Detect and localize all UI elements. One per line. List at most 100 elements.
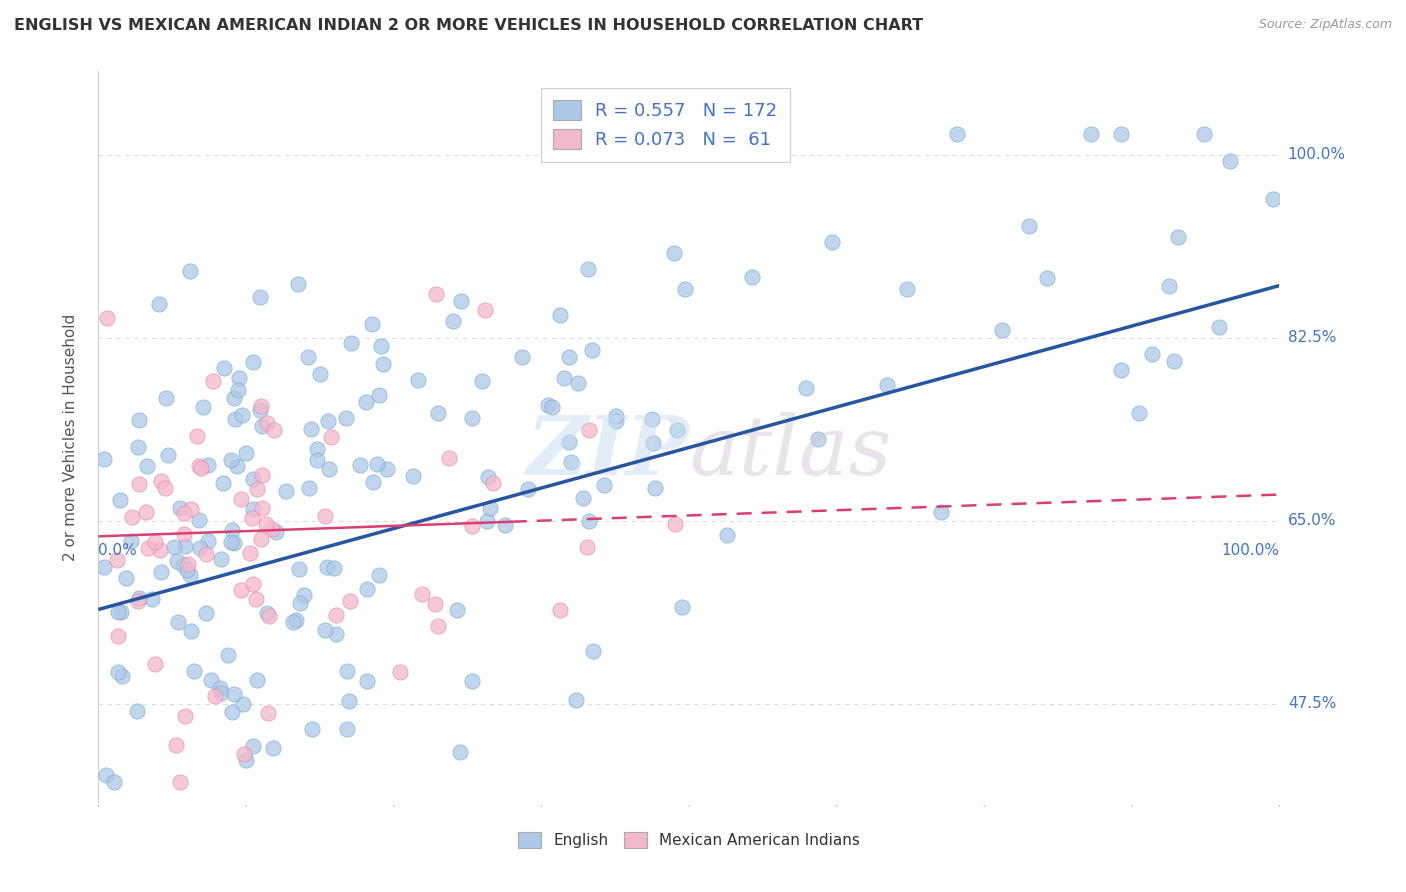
Point	[929, 504, 952, 518]
Point	[169, 500, 191, 515]
Point	[461, 674, 484, 689]
Text: ZIP: ZIP	[526, 412, 689, 491]
Point	[107, 553, 129, 567]
Point	[664, 516, 686, 531]
Point	[176, 563, 198, 577]
Point	[242, 739, 264, 754]
Point	[121, 509, 143, 524]
Point	[143, 657, 166, 671]
Point	[128, 476, 150, 491]
Point	[340, 335, 363, 350]
Point	[174, 540, 197, 554]
Point	[366, 458, 388, 472]
Point	[406, 374, 429, 388]
Point	[245, 592, 267, 607]
Point	[1036, 271, 1059, 285]
Point	[155, 391, 177, 405]
Point	[96, 311, 118, 326]
Point	[128, 413, 150, 427]
Point	[250, 500, 273, 515]
Point	[541, 400, 564, 414]
Point	[876, 377, 898, 392]
Point	[149, 543, 172, 558]
Point	[226, 383, 249, 397]
Point	[242, 577, 264, 591]
Text: atlas: atlas	[689, 412, 891, 491]
Point	[224, 412, 246, 426]
Point	[250, 467, 273, 482]
Point	[370, 339, 392, 353]
Point	[136, 458, 159, 473]
Text: 47.5%: 47.5%	[1288, 696, 1336, 711]
Point	[1219, 153, 1241, 168]
Point	[173, 527, 195, 541]
Point	[214, 360, 236, 375]
Point	[307, 442, 329, 457]
Point	[1080, 127, 1102, 141]
Point	[156, 448, 179, 462]
Point	[461, 518, 484, 533]
Point	[299, 422, 322, 436]
Point	[228, 370, 250, 384]
Point	[197, 458, 219, 472]
Point	[209, 681, 232, 695]
Point	[1109, 363, 1132, 377]
Point	[135, 505, 157, 519]
Point	[558, 350, 581, 364]
Point	[363, 475, 385, 489]
Point	[1140, 347, 1163, 361]
Point	[297, 351, 319, 365]
Point	[321, 430, 343, 444]
Point	[439, 450, 461, 465]
Point	[242, 355, 264, 369]
Point	[188, 541, 211, 556]
Point	[231, 492, 253, 507]
Y-axis label: 2 or more Vehicles in Household: 2 or more Vehicles in Household	[63, 313, 77, 561]
Point	[221, 524, 243, 538]
Point	[127, 704, 149, 718]
Point	[991, 323, 1014, 337]
Point	[1109, 127, 1132, 141]
Point	[536, 398, 558, 412]
Point	[103, 775, 125, 789]
Point	[368, 568, 391, 582]
Point	[249, 399, 271, 413]
Point	[274, 483, 297, 498]
Point	[794, 381, 817, 395]
Point	[111, 669, 134, 683]
Point	[233, 747, 256, 761]
Point	[481, 475, 503, 490]
Point	[284, 613, 307, 627]
Point	[550, 308, 572, 322]
Text: 100.0%: 100.0%	[1288, 147, 1346, 162]
Point	[450, 294, 472, 309]
Point	[821, 235, 844, 249]
Point	[242, 472, 264, 486]
Point	[212, 476, 235, 491]
Point	[262, 741, 284, 756]
Point	[337, 694, 360, 708]
Point	[478, 501, 501, 516]
Point	[402, 469, 425, 483]
Point	[263, 423, 285, 437]
Point	[1163, 354, 1185, 368]
Point	[361, 318, 384, 332]
Point	[572, 491, 595, 505]
Point	[136, 541, 159, 556]
Point	[605, 409, 627, 423]
Point	[517, 482, 540, 496]
Point	[256, 706, 278, 721]
Point	[316, 560, 339, 574]
Point	[242, 502, 264, 516]
Point	[148, 297, 170, 311]
Point	[671, 599, 693, 614]
Point	[309, 367, 332, 381]
Point	[666, 424, 689, 438]
Point	[209, 686, 232, 700]
Point	[190, 460, 212, 475]
Point	[558, 434, 581, 449]
Point	[593, 478, 616, 492]
Point	[166, 615, 188, 629]
Point	[229, 583, 252, 598]
Point	[94, 768, 117, 782]
